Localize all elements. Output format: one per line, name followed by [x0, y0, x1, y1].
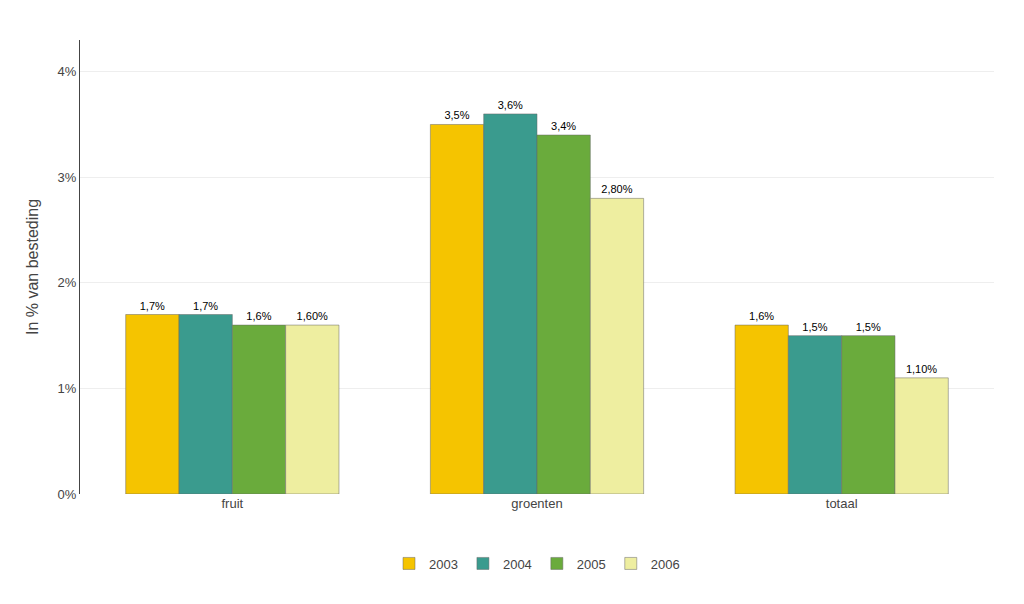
svg-text:1%: 1%	[58, 381, 77, 396]
svg-text:2003: 2003	[429, 557, 458, 572]
svg-text:3,6%: 3,6%	[498, 99, 523, 111]
svg-text:1,6%: 1,6%	[749, 310, 774, 322]
svg-text:2%: 2%	[58, 275, 77, 290]
svg-text:3,5%: 3,5%	[444, 109, 469, 121]
svg-text:3,4%: 3,4%	[551, 120, 576, 132]
svg-text:1,10%: 1,10%	[906, 363, 937, 375]
svg-text:1,7%: 1,7%	[140, 300, 165, 312]
svg-text:1,6%: 1,6%	[246, 310, 271, 322]
svg-text:2006: 2006	[651, 557, 680, 572]
svg-text:1,7%: 1,7%	[193, 300, 218, 312]
svg-text:2,80%: 2,80%	[601, 183, 632, 195]
svg-text:1,5%: 1,5%	[802, 321, 827, 333]
svg-text:2004: 2004	[503, 557, 532, 572]
svg-text:3%: 3%	[58, 170, 77, 185]
svg-text:fruit: fruit	[221, 496, 243, 511]
svg-text:In % van besteding: In % van besteding	[24, 199, 41, 335]
svg-text:1,60%: 1,60%	[297, 310, 328, 322]
svg-text:2005: 2005	[577, 557, 606, 572]
svg-text:groenten: groenten	[511, 496, 562, 511]
svg-text:0%: 0%	[58, 487, 77, 502]
svg-text:4%: 4%	[58, 64, 77, 79]
svg-text:totaal: totaal	[826, 496, 858, 511]
svg-text:1,5%: 1,5%	[856, 321, 881, 333]
